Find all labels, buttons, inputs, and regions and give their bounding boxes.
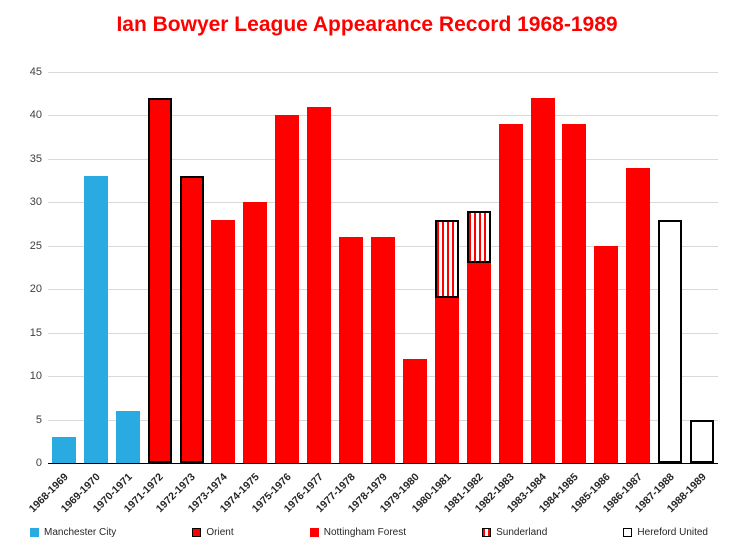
legend-label: Manchester City [44,527,117,538]
y-tick-label: 35 [29,152,42,165]
legend-marker-sunderland [482,528,492,537]
bar-1975-1976-nottingham-forest [275,115,300,463]
bar-1985-1986-nottingham-forest [594,245,619,463]
y-tick-label: 0 [35,457,42,469]
legend-marker-hereford-united [623,528,633,537]
legend-label: Nottingham Forest [323,527,406,538]
bar-1972-1973-orient [179,176,204,463]
bar-1982-1983-nottingham-forest [498,124,523,463]
bar-1978-1979-nottingham-forest [371,237,395,463]
legend-item-nottingham-forest: Nottingham Forest [309,527,406,538]
bar-1976-1977-nottingham-forest [307,106,332,463]
legend-label: Hereford United [637,527,708,538]
legend-marker-manchester-city [30,528,39,537]
legend-label: Orient [206,527,234,538]
plot-area [48,72,718,464]
bar-1987-1988-hereford-united [658,219,683,463]
legend-marker-nottingham-forest [309,528,319,537]
bar-1980-1981-nottingham-forest [434,297,459,463]
y-tick-label: 45 [29,66,42,78]
bar-1981-1982-sunderland [466,211,491,264]
gridline [48,158,718,160]
legend-item-manchester-city: Manchester City [30,527,116,538]
bar-1974-1975-nottingham-forest [243,202,268,463]
bar-1979-1980-nottingham-forest [402,358,427,463]
bar-1971-1972-orient [147,98,172,463]
bar-1977-1978-nottingham-forest [339,237,364,463]
y-tick-label: 40 [29,109,42,122]
bar-1980-1981-sunderland [434,219,459,298]
legend-item-sunderland: Sunderland [482,527,547,538]
legend-item-orient: Orient [192,527,234,538]
bar-1968-1969-manchester-city [51,436,76,463]
chart-title: Ian Bowyer League Appearance Record 1968… [116,13,618,36]
y-tick-label: 20 [29,283,42,296]
x-axis: 1968-1969 1969-1970 1970-1971 1971-1972 1972… [26,464,718,522]
bar-1981-1982-nottingham-forest [466,263,491,463]
legend-label: Sunderland [496,527,548,538]
gridline [48,202,718,204]
bar-1970-1971-manchester-city [115,410,140,463]
bar-1984-1985-nottingham-forest [562,124,587,463]
y-axis: 0 5 10 15 20 25 30 35 40 45 [0,0,44,556]
legend: Manchester City Orient Nottingham Forest Su… [30,527,708,538]
gridline [48,72,718,73]
bar-1988-1989-hereford-united [690,419,715,463]
bar-1986-1987-nottingham-forest [626,167,651,463]
y-tick-label: 25 [29,239,42,252]
y-tick-label: 5 [35,413,42,426]
bar-1969-1970-manchester-city [83,176,108,463]
bar-1973-1974-nottingham-forest [211,219,236,463]
gridline [48,115,718,117]
y-tick-label: 30 [29,196,42,209]
y-tick-label: 10 [29,370,42,383]
bar-1983-1984-nottingham-forest [530,98,555,463]
y-tick-label: 15 [29,326,42,339]
legend-item-hereford-united: Hereford United [623,527,708,538]
legend-marker-orient [192,528,202,537]
